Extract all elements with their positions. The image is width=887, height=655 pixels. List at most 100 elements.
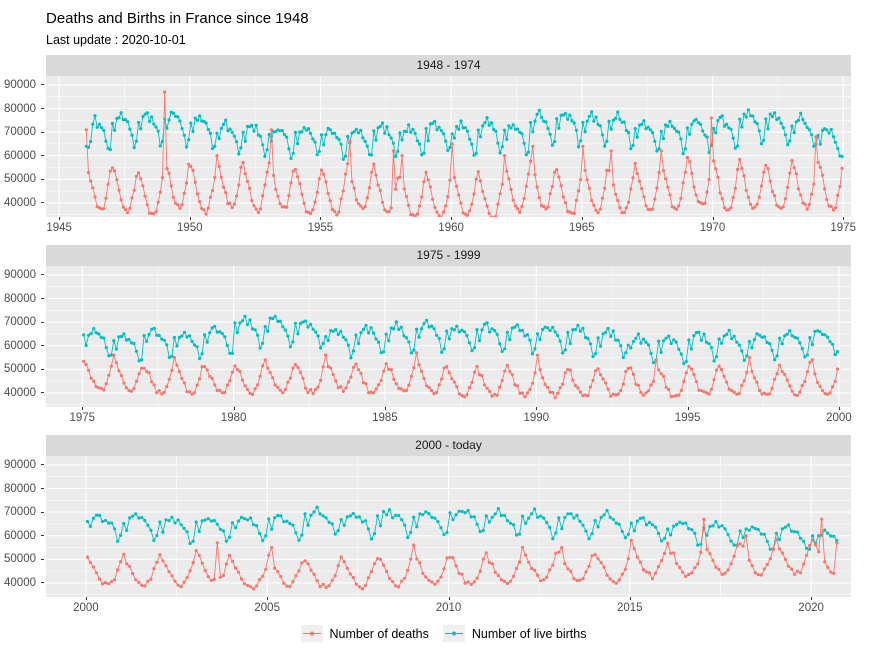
y-axis-tick-label: 80000 — [4, 482, 36, 495]
chart-title: Deaths and Births in France since 1948 — [46, 10, 309, 27]
x-axis-tick-mark — [320, 217, 322, 220]
y-axis-tick-mark — [41, 321, 44, 323]
x-axis-tick-mark — [448, 597, 450, 600]
y-axis-tick-mark — [41, 202, 44, 204]
y-axis-tick-label: 80000 — [4, 102, 36, 115]
x-axis: 2000 2005 2010 2015 2020 — [46, 597, 851, 619]
facet-strip: 1948 - 1974 — [46, 55, 851, 76]
x-axis-tick-mark — [189, 217, 191, 220]
chart-subtitle: Last update : 2020-10-01 — [46, 33, 186, 47]
x-axis-tick-label: 1965 — [569, 222, 595, 234]
y-axis-tick-label: 70000 — [4, 316, 36, 329]
x-axis-tick-label: 2000 — [826, 412, 852, 424]
legend: Number of deaths Number of live births — [0, 625, 887, 642]
y-axis-tick-mark — [41, 535, 44, 537]
x-axis-tick-mark — [838, 407, 840, 410]
y-axis: 40000 50000 60000 70000 80000 90000 — [0, 76, 44, 217]
y-axis-tick-label: 70000 — [4, 126, 36, 139]
x-axis-tick-mark — [85, 597, 87, 600]
y-axis-tick-mark — [41, 178, 44, 180]
y-axis-tick-mark — [41, 558, 44, 560]
legend-key-births-icon — [442, 625, 465, 642]
x-axis-tick-label: 2010 — [435, 602, 462, 614]
x-axis-tick-mark — [233, 407, 235, 410]
facet-strip-label: 1975 - 1999 — [416, 248, 481, 262]
y-axis-tick-label: 80000 — [4, 292, 36, 305]
x-axis-tick-label: 1975 — [830, 222, 856, 234]
y-axis-tick-mark — [41, 511, 44, 513]
plot-area: 40000 50000 60000 70000 80000 90000 — [4, 266, 851, 407]
y-axis: 40000 50000 60000 70000 80000 90000 — [0, 266, 44, 407]
x-axis-tick-mark — [59, 217, 61, 220]
x-axis-tick-mark — [811, 597, 813, 600]
x-axis-tick-mark — [451, 217, 453, 220]
facet-strip-label: 1948 - 1974 — [416, 58, 481, 72]
x-axis-tick-label: 1945 — [46, 222, 72, 234]
y-axis-tick-label: 60000 — [4, 339, 36, 352]
x-axis-tick-label: 2000 — [73, 602, 99, 614]
x-axis-tick-label: 1950 — [177, 222, 203, 234]
x-axis: 1945 1950 1955 1960 1965 1970 1975 — [46, 217, 856, 239]
y-axis-tick-label: 90000 — [4, 458, 36, 471]
x-axis-tick-label: 2005 — [254, 602, 280, 614]
chart-header: Deaths and Births in France since 1948 L… — [0, 0, 887, 55]
y-axis-tick-label: 40000 — [4, 196, 36, 209]
panel-plot — [46, 456, 851, 597]
y-axis-tick-mark — [41, 298, 44, 300]
x-axis-tick-label: 1995 — [674, 412, 701, 424]
y-axis-tick-label: 70000 — [4, 506, 36, 519]
x-axis-tick-label: 1960 — [438, 222, 464, 234]
facet-strip: 1975 - 1999 — [46, 245, 851, 266]
facet-panel-1: 1948 - 1974 40000 50000 60000 70000 80000 900… — [0, 55, 887, 239]
legend-label-births: Number of live births — [471, 626, 587, 641]
y-axis-tick-label: 40000 — [4, 386, 36, 399]
facet-panel-2: 1975 - 1999 40000 50000 60000 70000 80000 900… — [0, 245, 887, 429]
y-axis-tick-mark — [41, 274, 44, 276]
panel-plot — [46, 76, 851, 217]
y-axis: 40000 50000 60000 70000 80000 90000 — [0, 456, 44, 597]
y-axis-tick-label: 40000 — [4, 576, 36, 589]
y-axis-tick-mark — [41, 108, 44, 110]
x-axis: 1975 1980 1985 1990 1995 2000 — [46, 407, 852, 429]
y-axis-tick-mark — [41, 131, 44, 133]
x-axis-tick-mark — [581, 217, 583, 220]
y-axis-tick-label: 60000 — [4, 529, 36, 542]
x-axis-tick-mark — [629, 597, 631, 600]
facet-panel-3: 2000 - today 40000 50000 60000 70000 80000 90… — [0, 435, 887, 619]
x-axis-tick-mark — [82, 407, 84, 410]
x-axis-tick-label: 2015 — [617, 602, 643, 614]
x-axis-tick-mark — [687, 407, 689, 410]
legend-item-births: Number of live births — [442, 625, 587, 642]
legend-key-deaths-icon — [300, 625, 323, 642]
y-axis-tick-mark — [41, 464, 44, 466]
legend-label-deaths: Number of deaths — [329, 626, 429, 641]
x-axis-tick-mark — [843, 217, 845, 220]
x-axis-tick-label: 1985 — [372, 412, 398, 424]
y-axis-tick-label: 50000 — [4, 363, 36, 376]
x-axis-tick-label: 1975 — [69, 412, 96, 424]
legend-item-deaths: Number of deaths — [300, 625, 429, 642]
x-axis-tick-mark — [712, 217, 714, 220]
y-axis-tick-label: 90000 — [4, 268, 36, 281]
x-axis-tick-label: 1970 — [699, 222, 726, 234]
y-axis-tick-label: 90000 — [4, 78, 36, 91]
y-axis-tick-mark — [41, 84, 44, 86]
y-axis-tick-mark — [41, 155, 44, 157]
x-axis-tick-mark — [384, 407, 386, 410]
plot-area: 40000 50000 60000 70000 80000 90000 — [4, 76, 851, 217]
y-axis-tick-label: 50000 — [4, 173, 36, 186]
x-axis-tick-label: 1990 — [523, 412, 550, 424]
y-axis-tick-label: 60000 — [4, 149, 36, 162]
facet-strip: 2000 - today — [46, 435, 851, 456]
y-axis-tick-mark — [41, 345, 44, 347]
x-axis-tick-mark — [267, 597, 269, 600]
x-axis-tick-label: 1980 — [220, 412, 247, 424]
y-axis-tick-mark — [41, 488, 44, 490]
panel-plot — [46, 266, 851, 407]
y-axis-tick-mark — [41, 392, 44, 394]
y-axis-tick-label: 50000 — [4, 553, 36, 566]
x-axis-tick-label: 2020 — [798, 602, 824, 614]
y-axis-tick-mark — [41, 582, 44, 584]
plot-area: 40000 50000 60000 70000 80000 90000 — [4, 456, 851, 597]
